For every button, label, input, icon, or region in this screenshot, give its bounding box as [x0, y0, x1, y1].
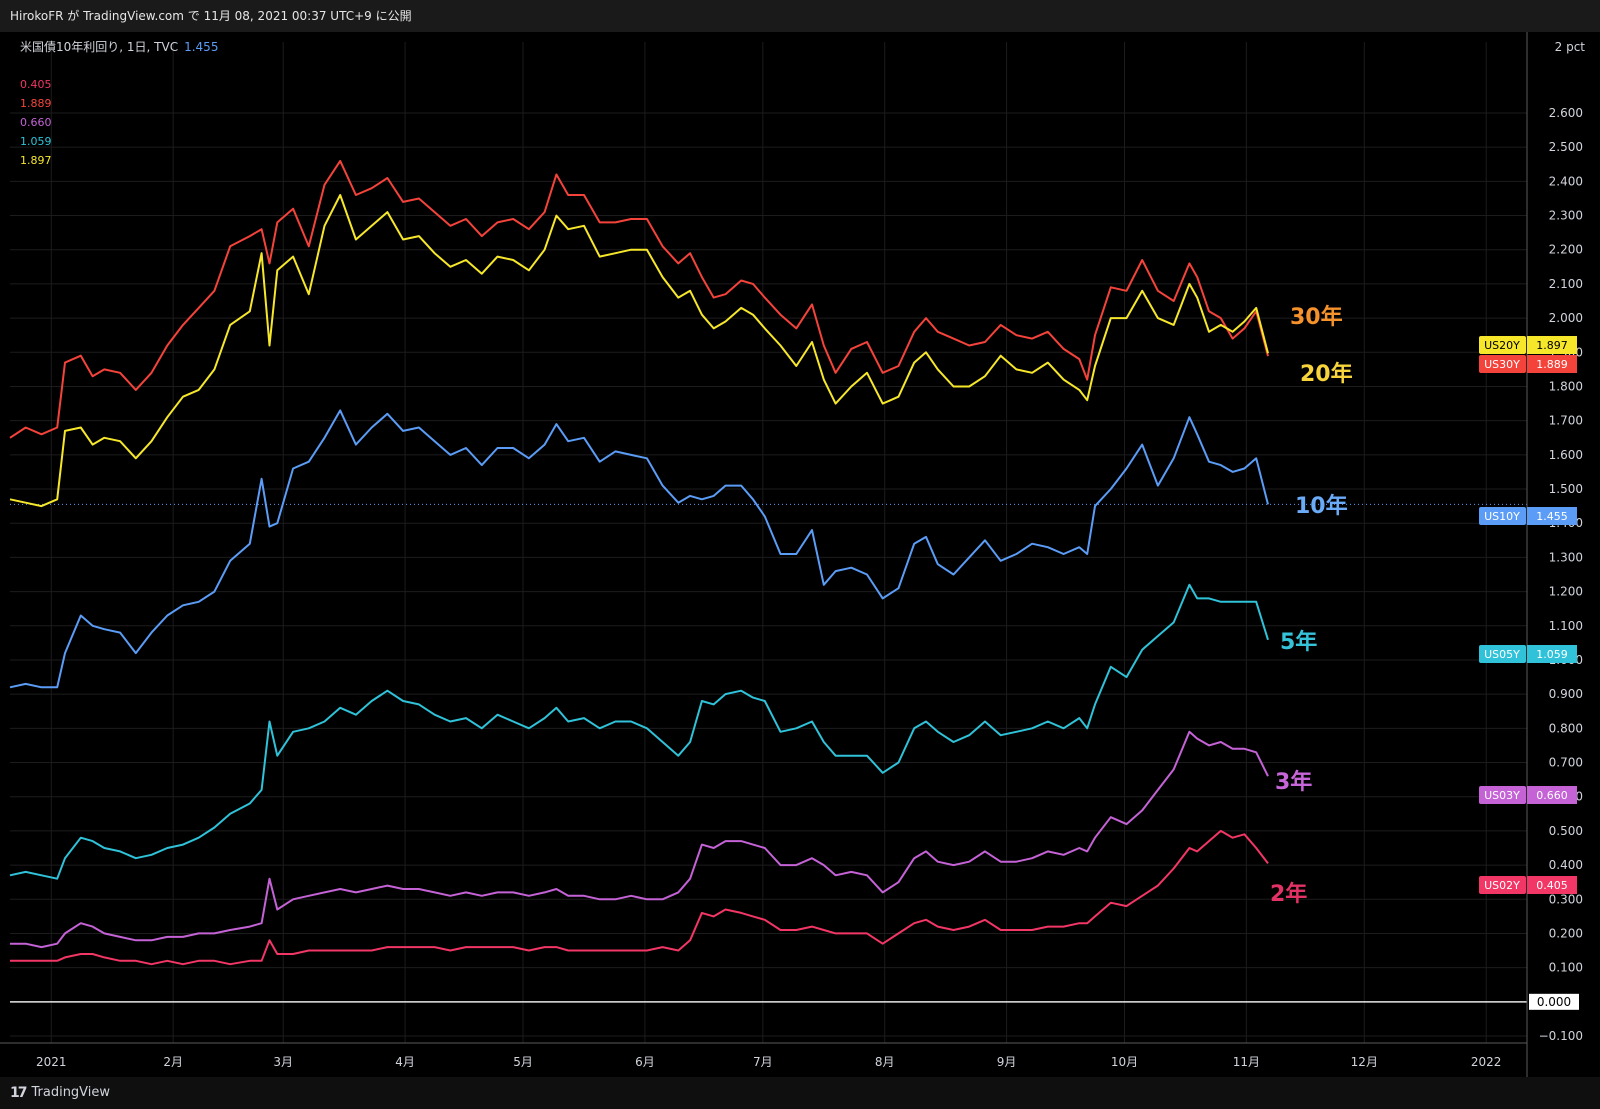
us02y-tag-value-bg [1527, 876, 1577, 894]
y-tick-label: 1.600 [1549, 448, 1583, 462]
overlay-values-list: 0.405 1.889 0.660 1.059 1.897 [20, 75, 218, 170]
overlay-value: 0.405 [20, 78, 52, 91]
chart-legend: 米国債10年利回り, 1日, TVC 1.455 0.405 1.889 0.660 1… [20, 38, 218, 170]
time-axis[interactable]: 2021 2月 3月 4月 5月 6月 7月 8月 9月 10月 11月 12月 2022 [0, 1042, 1527, 1069]
symbol-title: 米国債10年利回り, 1日, TVC [20, 40, 179, 54]
us02y-name-label: 2年 [1270, 881, 1307, 907]
us20y-tag-name: US20Y [1484, 339, 1520, 352]
us02y-tag-value: 0.405 [1536, 879, 1568, 892]
y-tick-label: 0.800 [1549, 721, 1583, 735]
overlay-value: 1.059 [20, 135, 52, 148]
zero-label: 0.000 [1537, 995, 1571, 1009]
brand-name: TradingView [31, 1085, 111, 1100]
us05y-name-label: 5年 [1280, 629, 1317, 655]
x-tick-label: 2022 [1471, 1055, 1502, 1069]
series-name-labels: 30年 20年 10年 5年 3年 2年 [1270, 304, 1353, 907]
us05y-tag-name-bg [1479, 645, 1526, 663]
us05y-line [9, 583, 1269, 880]
us10y-name-label: 10年 [1295, 493, 1348, 519]
x-tick-label: 12月 [1351, 1055, 1378, 1069]
us10y-tag-name-bg [1479, 507, 1526, 525]
y-tick-label: 1.500 [1549, 482, 1583, 496]
y-tick-label: 0.700 [1549, 756, 1583, 770]
y-tick-label: 1.200 [1549, 585, 1583, 599]
x-tick-label: 2021 [36, 1055, 67, 1069]
us30y-name-label: 30年 [1290, 304, 1343, 330]
us20y-line [9, 194, 1269, 508]
chart-area[interactable]: 30年 20年 10年 5年 3年 2年 2 pct 2.600 2.500 2.400 2.30… [0, 32, 1600, 1077]
us10y-tag-value-bg [1527, 507, 1577, 525]
us03y-tag-value-bg [1527, 786, 1577, 804]
us10y-tag-value: 1.455 [1536, 510, 1568, 523]
us05y-tag-value-bg [1527, 645, 1577, 663]
us20y-tag-name-bg [1479, 336, 1526, 354]
y-tick-label: 2.600 [1549, 106, 1583, 120]
us02y-line [10, 829, 1269, 966]
y-tick-label: 1.300 [1549, 550, 1583, 564]
y-tick-label: 1.100 [1549, 619, 1583, 633]
y-tick-label: 2.000 [1549, 311, 1583, 325]
x-tick-label: 2月 [163, 1055, 183, 1069]
y-tick-label: 2.100 [1549, 277, 1583, 291]
us30y-tag-name: US30Y [1484, 358, 1520, 371]
y-tick-label: 0.300 [1549, 892, 1583, 906]
x-tick-label: 9月 [997, 1055, 1017, 1069]
us03y-name-label: 3年 [1275, 769, 1312, 795]
us03y-tag-value: 0.660 [1536, 789, 1568, 802]
us03y-line [10, 730, 1269, 949]
overlay-value: 1.889 [20, 97, 52, 110]
y-tick-label: 1.800 [1549, 379, 1583, 393]
y-tick-label: 0.500 [1549, 824, 1583, 838]
us30y-tag-value: 1.889 [1536, 358, 1568, 371]
tradingview-logo[interactable]: 17 TradingView [10, 1077, 110, 1109]
y-tick-label: 2.400 [1549, 174, 1583, 188]
us20y-name-label: 20年 [1300, 361, 1353, 387]
x-tick-label: 7月 [753, 1055, 773, 1069]
last-value-tags: US30Y 1.889 US20Y 1.897 US10Y 1.455 US05Y 1.059… [1479, 336, 1577, 894]
us05y-tag-name: US05Y [1484, 648, 1520, 661]
y-tick-label: 1.700 [1549, 414, 1583, 428]
tradingview-mark-icon: 17 [10, 1085, 28, 1101]
price-axis-bg [1527, 32, 1600, 1077]
y-tick-label: 0.100 [1549, 961, 1583, 975]
x-tick-label: 5月 [513, 1055, 533, 1069]
us05y-tag-value: 1.059 [1536, 648, 1568, 661]
us30y-tag-value-bg [1527, 355, 1577, 373]
us30y-line [9, 159, 1269, 439]
series-layer [9, 159, 1269, 966]
x-tick-label: 6月 [635, 1055, 655, 1069]
scale-unit-label[interactable]: 2 pct [1555, 40, 1586, 54]
y-tick-label: 0.900 [1549, 687, 1583, 701]
us20y-tag-value-bg [1527, 336, 1577, 354]
footer-bar: 17 TradingView [0, 1077, 1600, 1109]
us20y-tag-value: 1.897 [1536, 339, 1568, 352]
y-tick-label: −0.100 [1539, 1029, 1583, 1043]
x-tick-label: 4月 [395, 1055, 415, 1069]
y-tick-label: 2.200 [1549, 243, 1583, 257]
us30y-tag-name-bg [1479, 355, 1526, 373]
us02y-tag-name-bg [1479, 876, 1526, 894]
publish-info-text: HirokoFR が TradingView.com で 11月 08, 202… [10, 9, 412, 23]
us03y-tag-name: US03Y [1484, 789, 1520, 802]
y-tick-label: 0.400 [1549, 858, 1583, 872]
overlay-value: 0.660 [20, 116, 52, 129]
x-tick-label: 8月 [875, 1055, 895, 1069]
y-tick-label: 0.200 [1549, 926, 1583, 940]
us10y-line [9, 409, 1269, 689]
yield-chart-svg[interactable]: 30年 20年 10年 5年 3年 2年 2 pct 2.600 2.500 2.400 2.30… [0, 32, 1600, 1077]
symbol-last-value: 1.455 [184, 40, 219, 54]
x-tick-label: 11月 [1233, 1055, 1260, 1069]
y-tick-label: 2.300 [1549, 209, 1583, 223]
legend-title-row[interactable]: 米国債10年利回り, 1日, TVC 1.455 [20, 38, 218, 55]
us10y-tag-name: US10Y [1484, 510, 1520, 523]
overlay-value: 1.897 [20, 154, 52, 167]
y-tick-label: 2.500 [1549, 140, 1583, 154]
us02y-tag-name: US02Y [1484, 879, 1520, 892]
x-tick-label: 3月 [273, 1055, 293, 1069]
zero-label-bg [1529, 993, 1579, 1010]
x-tick-label: 10月 [1111, 1055, 1138, 1069]
us03y-tag-name-bg [1479, 786, 1526, 804]
price-axis[interactable]: 2 pct 2.600 2.500 2.400 2.300 2.200 2.100 2.000… [1526, 32, 1600, 1077]
publish-info-bar: HirokoFR が TradingView.com で 11月 08, 202… [0, 0, 1600, 32]
